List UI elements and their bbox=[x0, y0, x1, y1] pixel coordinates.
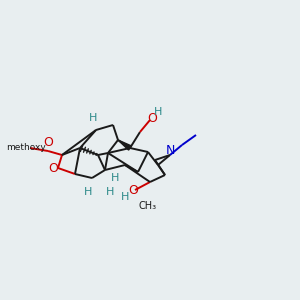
Text: H: H bbox=[106, 187, 114, 197]
Text: O: O bbox=[128, 184, 138, 196]
Text: H: H bbox=[121, 192, 129, 202]
Text: H: H bbox=[89, 113, 97, 123]
Text: O: O bbox=[147, 112, 157, 124]
Text: methoxy: methoxy bbox=[6, 143, 46, 152]
Text: O: O bbox=[43, 136, 53, 149]
Text: N: N bbox=[165, 143, 175, 157]
Text: H: H bbox=[84, 187, 92, 197]
Polygon shape bbox=[118, 140, 131, 150]
Text: CH₃: CH₃ bbox=[139, 201, 157, 211]
Text: O: O bbox=[48, 161, 58, 175]
Text: H: H bbox=[154, 107, 162, 117]
Text: H: H bbox=[111, 173, 119, 183]
